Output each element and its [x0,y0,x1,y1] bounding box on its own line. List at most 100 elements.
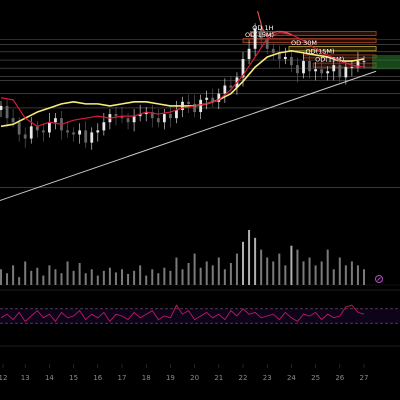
candle-body [344,67,348,78]
volume-bar [12,265,15,285]
volume-pane [0,230,400,286]
trendline [0,70,377,202]
candle-body [296,65,299,74]
volume-bar [278,253,281,285]
zone-label: OD(15M) [315,56,344,64]
volume-bar [242,241,244,285]
candle-body [229,85,233,88]
volume-bar [211,265,214,285]
horizontal-levels [0,39,400,188]
candle-body [350,67,354,68]
volume-bar [235,253,238,285]
volume-bar [229,263,232,285]
candle-body [54,118,57,123]
candle-body [223,85,227,94]
candle-body [241,59,245,78]
candle-body [326,71,330,74]
volume-bar [302,261,305,285]
x-axis: 12 13 14 15 16 17 18 19 20 21 22 23 24 25 26 27 [0,364,368,382]
volume-bar [326,249,329,285]
candle-body [23,134,27,139]
x-tick-label: 13 [21,374,30,382]
volume-bar [284,265,287,285]
volume-bar [187,263,190,285]
volume-bar [121,269,123,285]
candle-body [211,97,215,102]
candle-body [271,48,275,53]
candle-body [17,122,21,135]
zone-label: OD 30M [291,39,317,47]
volume-bar [308,257,311,285]
candle-body [29,126,33,139]
candle-body [290,56,293,66]
zone-label: OD 1H [252,24,273,32]
candle-body [265,38,269,49]
x-tick-label: 15 [69,374,78,382]
x-tick-label: 25 [311,374,320,382]
candle-body [35,126,39,131]
candles [0,21,366,150]
candle-body [217,93,221,102]
zone-highlight-box [372,54,400,70]
volume-bar [139,265,142,285]
volume-bar [169,270,172,285]
volume-bar [0,269,2,285]
candle-body [66,130,69,133]
order-zone-box [242,38,377,44]
candle-body [253,28,257,49]
candle-body [5,105,9,119]
x-tick-label: 18 [142,374,151,382]
volume-bar [157,273,160,285]
volume-bar [363,269,365,285]
x-tick-label: 24 [287,374,296,382]
volume-bar [102,270,105,285]
volume-bar [217,257,220,285]
candle-body [247,48,251,59]
candle-body [78,130,82,135]
x-tick-label: 14 [45,374,54,382]
x-tick-label: 27 [360,374,369,382]
candle-body [175,110,178,119]
candle-body [11,118,15,123]
volume-bar [320,261,323,285]
candle-body [102,122,106,131]
volume-bar [6,273,9,285]
candle-body [120,116,124,119]
candle-body [156,118,160,123]
volume-bar [254,237,257,285]
x-tick-label: 26 [335,374,344,382]
volume-bar [108,267,111,285]
volume-bar [260,249,263,285]
candle-body [114,114,118,117]
volume-bar [54,269,57,285]
volume-bar [72,270,75,285]
volume-bar [350,261,353,285]
candle-body [199,99,203,113]
volume-bar [332,269,335,285]
x-tick-label: 23 [263,374,272,382]
candle-body [259,28,263,39]
volume-settings-icon[interactable] [375,275,383,283]
candle-body [362,61,366,62]
moving-average-line [0,50,365,128]
candle-body [96,130,100,133]
candle-body [332,65,336,72]
moving-average-line [256,10,292,38]
volume-bar [133,270,136,285]
x-tick-label: 20 [190,374,199,382]
volume-bar [84,273,87,285]
order-zone-box [312,62,377,68]
volume-bar [356,265,359,285]
volume-bar [199,267,202,285]
x-tick-label: 19 [166,374,175,382]
candle-body [72,132,75,135]
candle-body [144,112,148,115]
volume-bar [24,261,27,285]
volume-bar [48,265,51,285]
volume-bar [205,261,208,285]
volume-bar [78,263,81,285]
trendline-layer [0,70,377,202]
volume-bar [163,267,166,285]
volume-bar [248,230,251,285]
